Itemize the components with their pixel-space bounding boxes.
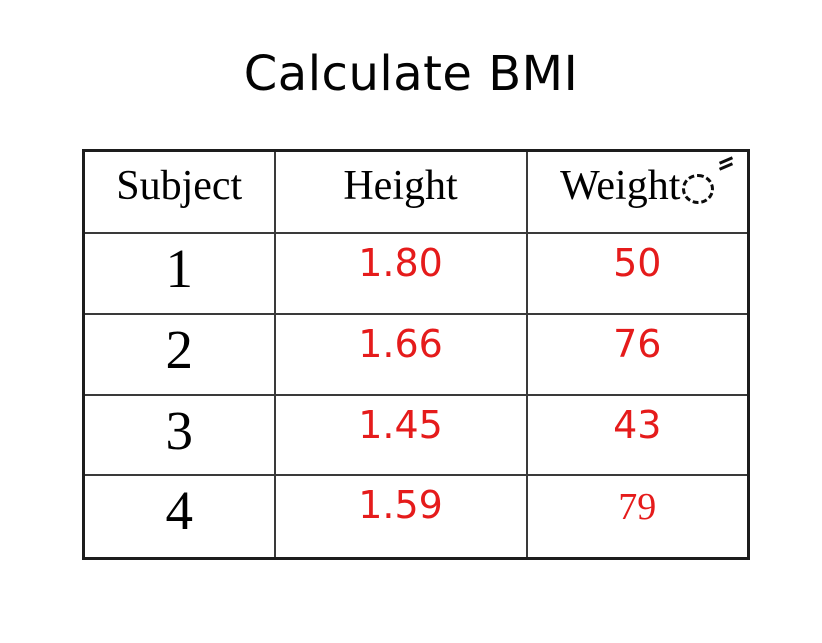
dashed-circle <box>682 174 715 204</box>
height-cell: 1.66 <box>273 312 528 396</box>
height-cell: 1.80 <box>273 231 528 315</box>
table-row: 1 1.80 50 <box>82 231 750 315</box>
subject-cell: 2 <box>82 312 276 396</box>
column-header-height: Height <box>273 149 528 234</box>
subject-cell: 3 <box>82 393 276 476</box>
table-header-row: Subject Height Weight <box>82 149 750 234</box>
weight-header-label: Weight <box>560 163 681 209</box>
weight-cell: 43 <box>525 393 750 476</box>
column-header-subject: Subject <box>82 149 276 234</box>
subject-cell: 1 <box>82 231 276 315</box>
dashed-circle-cursor-icon <box>682 156 734 204</box>
double-slash-mark-icon <box>719 156 735 171</box>
weight-header-content: Weight <box>529 156 747 209</box>
height-cell: 1.45 <box>273 393 528 476</box>
weight-cell: 50 <box>525 231 750 315</box>
table-row: 3 1.45 43 <box>82 393 750 476</box>
table-row: 2 1.66 76 <box>82 312 750 396</box>
height-cell: 1.59 <box>273 473 528 560</box>
subject-cell: 4 <box>82 473 276 560</box>
column-header-weight: Weight <box>525 149 750 234</box>
bmi-table: Subject Height Weight <box>82 149 750 560</box>
weight-cell: 76 <box>525 312 750 396</box>
page-title: Calculate BMI <box>243 46 579 102</box>
weight-cell: 79 <box>525 473 750 560</box>
table-row: 4 1.59 79 <box>82 473 750 560</box>
